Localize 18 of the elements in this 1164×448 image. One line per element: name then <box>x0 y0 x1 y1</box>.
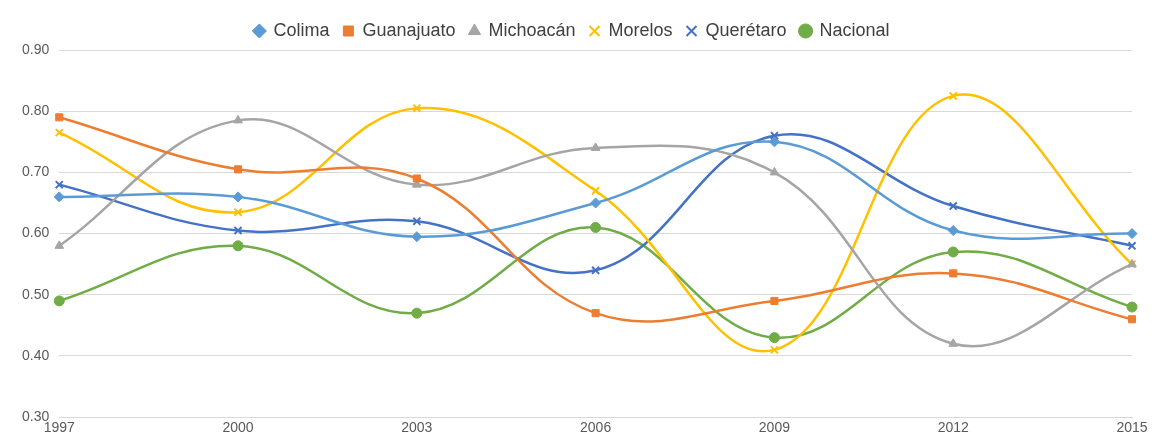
legend-label: Michoacán <box>488 19 576 40</box>
y-tick-label: 0.70 <box>22 163 50 180</box>
x-tick-label: 2006 <box>580 419 612 436</box>
x-tick-label: 2015 <box>1116 419 1148 436</box>
y-tick-label: 0.60 <box>22 224 50 241</box>
y-tick-label: 0.90 <box>22 40 50 57</box>
y-tick-label: 0.40 <box>22 346 50 363</box>
x-tick-label: 2000 <box>222 419 254 436</box>
legend-label: Colima <box>273 19 331 40</box>
legend-label: Querétaro <box>705 19 787 40</box>
legend-label: Morelos <box>608 19 673 40</box>
x-tick-label: 2009 <box>758 419 791 436</box>
legend-label: Nacional <box>819 19 890 40</box>
y-tick-label: 0.50 <box>22 285 50 302</box>
x-tick-label: 2003 <box>401 419 433 436</box>
y-tick-label: 0.80 <box>22 102 50 119</box>
x-tick-label: 2012 <box>937 419 969 436</box>
legend-label: Guanajuato <box>362 19 456 40</box>
